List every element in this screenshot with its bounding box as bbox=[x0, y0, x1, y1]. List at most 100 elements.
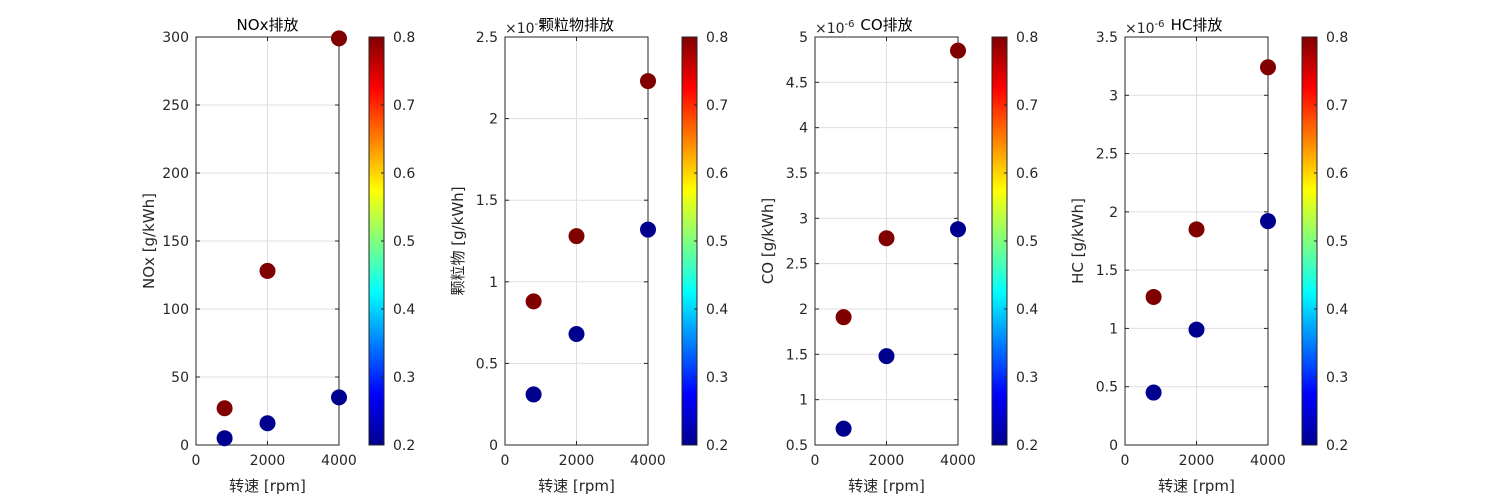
y-axis-label: NOx [g/kWh] bbox=[140, 193, 158, 289]
data-point bbox=[568, 228, 585, 245]
y-axis-label: HC [g/kWh] bbox=[1069, 198, 1087, 284]
colorbar-tick-label: 0.7 bbox=[1016, 98, 1038, 114]
y-tick-label: 3 bbox=[799, 211, 808, 227]
y-exponent-label: ×10-5 bbox=[505, 19, 545, 37]
x-tick-label: 2000 bbox=[559, 453, 595, 469]
y-tick-label: 0 bbox=[180, 438, 189, 454]
data-point bbox=[1260, 213, 1276, 230]
data-point bbox=[331, 30, 347, 47]
data-point bbox=[331, 389, 347, 406]
x-tick-label: 0 bbox=[192, 453, 201, 469]
y-tick-label: 4 bbox=[799, 121, 808, 137]
panel-1: 0 2000 4000 0 50 100 150 200 250 300 转速 [rpm] NOx [… bbox=[140, 16, 415, 495]
chart-title: HC排放 bbox=[1171, 16, 1223, 34]
y-tick-label: 2 bbox=[489, 112, 498, 128]
y-tick-label: 1 bbox=[489, 275, 498, 291]
x-tick-label: 0 bbox=[811, 453, 820, 469]
x-tick-label: 0 bbox=[1121, 453, 1130, 469]
colorbar-tick-label: 0.8 bbox=[1326, 30, 1348, 46]
y-tick-label: 1.5 bbox=[786, 347, 808, 363]
data-point bbox=[878, 348, 895, 365]
panel-2: 0 2000 4000 0 0.5 1 1.5 2 2.5 转速 [rpm] 颗粒物 [g/kWh]… bbox=[449, 16, 728, 495]
y-exponent-label: ×10-6 bbox=[1125, 19, 1165, 37]
colorbar-tick-label: 0.4 bbox=[1016, 302, 1038, 318]
colorbar-tick-label: 0.8 bbox=[706, 30, 728, 46]
y-tick-label: 2.5 bbox=[1096, 147, 1118, 163]
y-tick-label: 3 bbox=[1109, 88, 1118, 104]
x-tick-label: 2000 bbox=[869, 453, 905, 469]
colorbar-tick-label: 0.2 bbox=[1326, 438, 1348, 454]
chart-title: CO排放 bbox=[860, 16, 912, 34]
exponent-power: -5 bbox=[535, 19, 545, 30]
y-tick-label: 2.5 bbox=[476, 30, 498, 46]
colorbar-tick-label: 0.3 bbox=[393, 370, 415, 386]
colorbar-tick-label: 0.6 bbox=[393, 166, 415, 182]
y-tick-label: 0.5 bbox=[476, 356, 498, 372]
y-tick-label: 2.5 bbox=[786, 257, 808, 273]
x-tick-label: 2000 bbox=[1179, 453, 1215, 469]
x-tick-label: 2000 bbox=[250, 453, 286, 469]
y-tick-label: 1 bbox=[799, 393, 808, 409]
x-axis-label: 转速 [rpm] bbox=[848, 477, 925, 495]
y-tick-label: 50 bbox=[171, 370, 189, 386]
colorbar bbox=[992, 37, 1007, 445]
data-point bbox=[1260, 59, 1276, 76]
colorbar-tick-label: 0.4 bbox=[706, 302, 728, 318]
y-tick-label: 4.5 bbox=[786, 75, 808, 91]
colorbar-tick-label: 0.7 bbox=[393, 98, 415, 114]
x-tick-label: 0 bbox=[501, 453, 510, 469]
colorbar-tick-label: 0.2 bbox=[1016, 438, 1038, 454]
exponent-base: ×10 bbox=[505, 21, 535, 37]
data-point bbox=[835, 309, 852, 326]
colorbar-tick-label: 0.3 bbox=[1326, 370, 1348, 386]
colorbar-tick-label: 0.8 bbox=[1016, 30, 1038, 46]
colorbar-tick-label: 0.6 bbox=[1016, 166, 1038, 182]
colorbar-tick-label: 0.6 bbox=[1326, 166, 1348, 182]
data-point bbox=[950, 42, 966, 59]
data-point bbox=[1145, 384, 1162, 401]
y-tick-label: 1.5 bbox=[476, 193, 498, 209]
colorbar-tick-label: 0.8 bbox=[393, 30, 415, 46]
y-tick-label: 3.5 bbox=[786, 166, 808, 182]
colorbar-tick-label: 0.5 bbox=[706, 234, 728, 250]
y-exponent-label: ×10-6 bbox=[815, 19, 855, 37]
colorbar-tick-label: 0.3 bbox=[706, 370, 728, 386]
data-point bbox=[640, 73, 656, 90]
colorbar bbox=[1302, 37, 1317, 445]
colorbar-tick-label: 0.7 bbox=[1326, 98, 1348, 114]
data-point bbox=[259, 262, 276, 279]
y-tick-label: 0 bbox=[489, 438, 498, 454]
data-point bbox=[1145, 288, 1162, 305]
data-point bbox=[1188, 221, 1205, 238]
colorbar-tick-label: 0.2 bbox=[393, 438, 415, 454]
data-point bbox=[835, 420, 852, 437]
colorbar-tick-label: 0.5 bbox=[393, 234, 415, 250]
y-tick-label: 200 bbox=[162, 166, 189, 182]
exponent-power: -6 bbox=[845, 19, 855, 30]
panel-4: 0 2000 4000 0 0.5 1 1.5 2 2.5 3 3.5 转速 [rpm] HC [g/k… bbox=[1069, 16, 1348, 495]
x-axis-label: 转速 [rpm] bbox=[538, 477, 615, 495]
panel-3: 0 2000 4000 0.5 1 1.5 2 2.5 3 3.5 4 4.5 5 转速 [rpm] CO … bbox=[759, 16, 1038, 495]
x-tick-label: 4000 bbox=[1250, 453, 1286, 469]
data-point bbox=[878, 230, 895, 247]
y-tick-label: 0.5 bbox=[1096, 380, 1118, 396]
y-tick-label: 300 bbox=[162, 30, 189, 46]
colorbar-tick-label: 0.5 bbox=[1326, 234, 1348, 250]
colorbar-tick-label: 0.2 bbox=[706, 438, 728, 454]
colorbar-tick-label: 0.7 bbox=[706, 98, 728, 114]
colorbar-tick-label: 0.5 bbox=[1016, 234, 1038, 250]
y-tick-label: 150 bbox=[162, 234, 189, 250]
y-tick-label: 250 bbox=[162, 98, 189, 114]
x-tick-label: 4000 bbox=[630, 453, 666, 469]
colorbar-tick-label: 0.6 bbox=[706, 166, 728, 182]
data-point bbox=[640, 221, 656, 238]
y-tick-label: 1 bbox=[1109, 321, 1118, 337]
colorbar-tick-label: 0.4 bbox=[393, 302, 415, 318]
colorbar-tick-label: 0.3 bbox=[1016, 370, 1038, 386]
colorbar bbox=[682, 37, 697, 445]
data-point bbox=[216, 400, 233, 417]
y-tick-label: 2 bbox=[1109, 205, 1118, 221]
x-axis-label: 转速 [rpm] bbox=[229, 477, 306, 495]
data-point bbox=[568, 326, 585, 343]
